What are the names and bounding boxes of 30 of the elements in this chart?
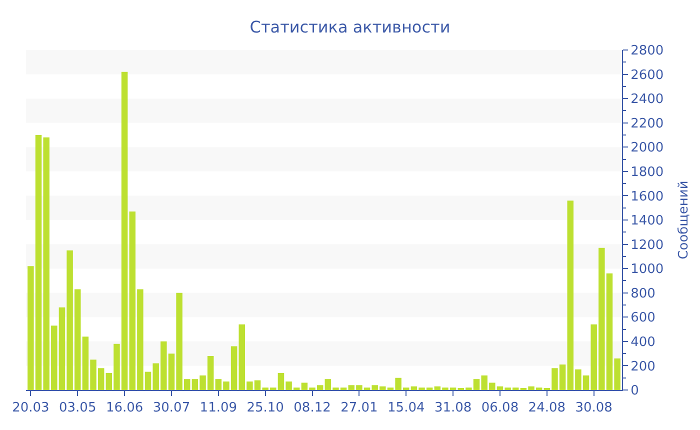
x-tick-label: 25.10 xyxy=(246,400,284,416)
y-tick-label: 800 xyxy=(630,286,656,302)
x-tick-label: 31.08 xyxy=(434,400,472,416)
chart-title: Статистика активности xyxy=(250,18,450,37)
y-tick-label: 2000 xyxy=(630,140,664,156)
y-tick-label: 200 xyxy=(630,359,656,374)
y-tick-label: 1400 xyxy=(630,214,664,229)
x-tick-label: 20.03 xyxy=(12,400,50,416)
x-tick-label: 27.01 xyxy=(340,400,378,416)
y-tick-label: 2800 xyxy=(630,44,664,59)
y-tick-label: 0 xyxy=(630,384,639,399)
x-tick-label: 16.06 xyxy=(106,400,144,416)
y-tick-label: 2600 xyxy=(630,68,664,83)
x-tick-label: 06.08 xyxy=(481,400,519,416)
y-tick-label: 1200 xyxy=(630,238,664,253)
x-tick-label: 30.07 xyxy=(152,400,190,416)
y-tick-label: 600 xyxy=(630,310,656,326)
y-tick-label: 1000 xyxy=(630,262,664,278)
x-tick-label: 30.08 xyxy=(575,400,612,416)
y-tick-label: 400 xyxy=(630,334,656,350)
y-tick-label: 2200 xyxy=(630,116,664,132)
y-tick-label: 2400 xyxy=(630,92,664,108)
y-tick-label: 1600 xyxy=(630,189,664,204)
x-tick-label: 15.04 xyxy=(388,400,425,416)
x-tick-label: 24.08 xyxy=(528,400,566,416)
y-axis-title: Сообщений xyxy=(676,180,692,260)
x-tick-label: 08.12 xyxy=(294,400,331,416)
x-tick-label: 03.05 xyxy=(59,400,96,416)
x-tick-label: 11.09 xyxy=(200,400,238,416)
y-tick-label: 1800 xyxy=(630,164,664,180)
